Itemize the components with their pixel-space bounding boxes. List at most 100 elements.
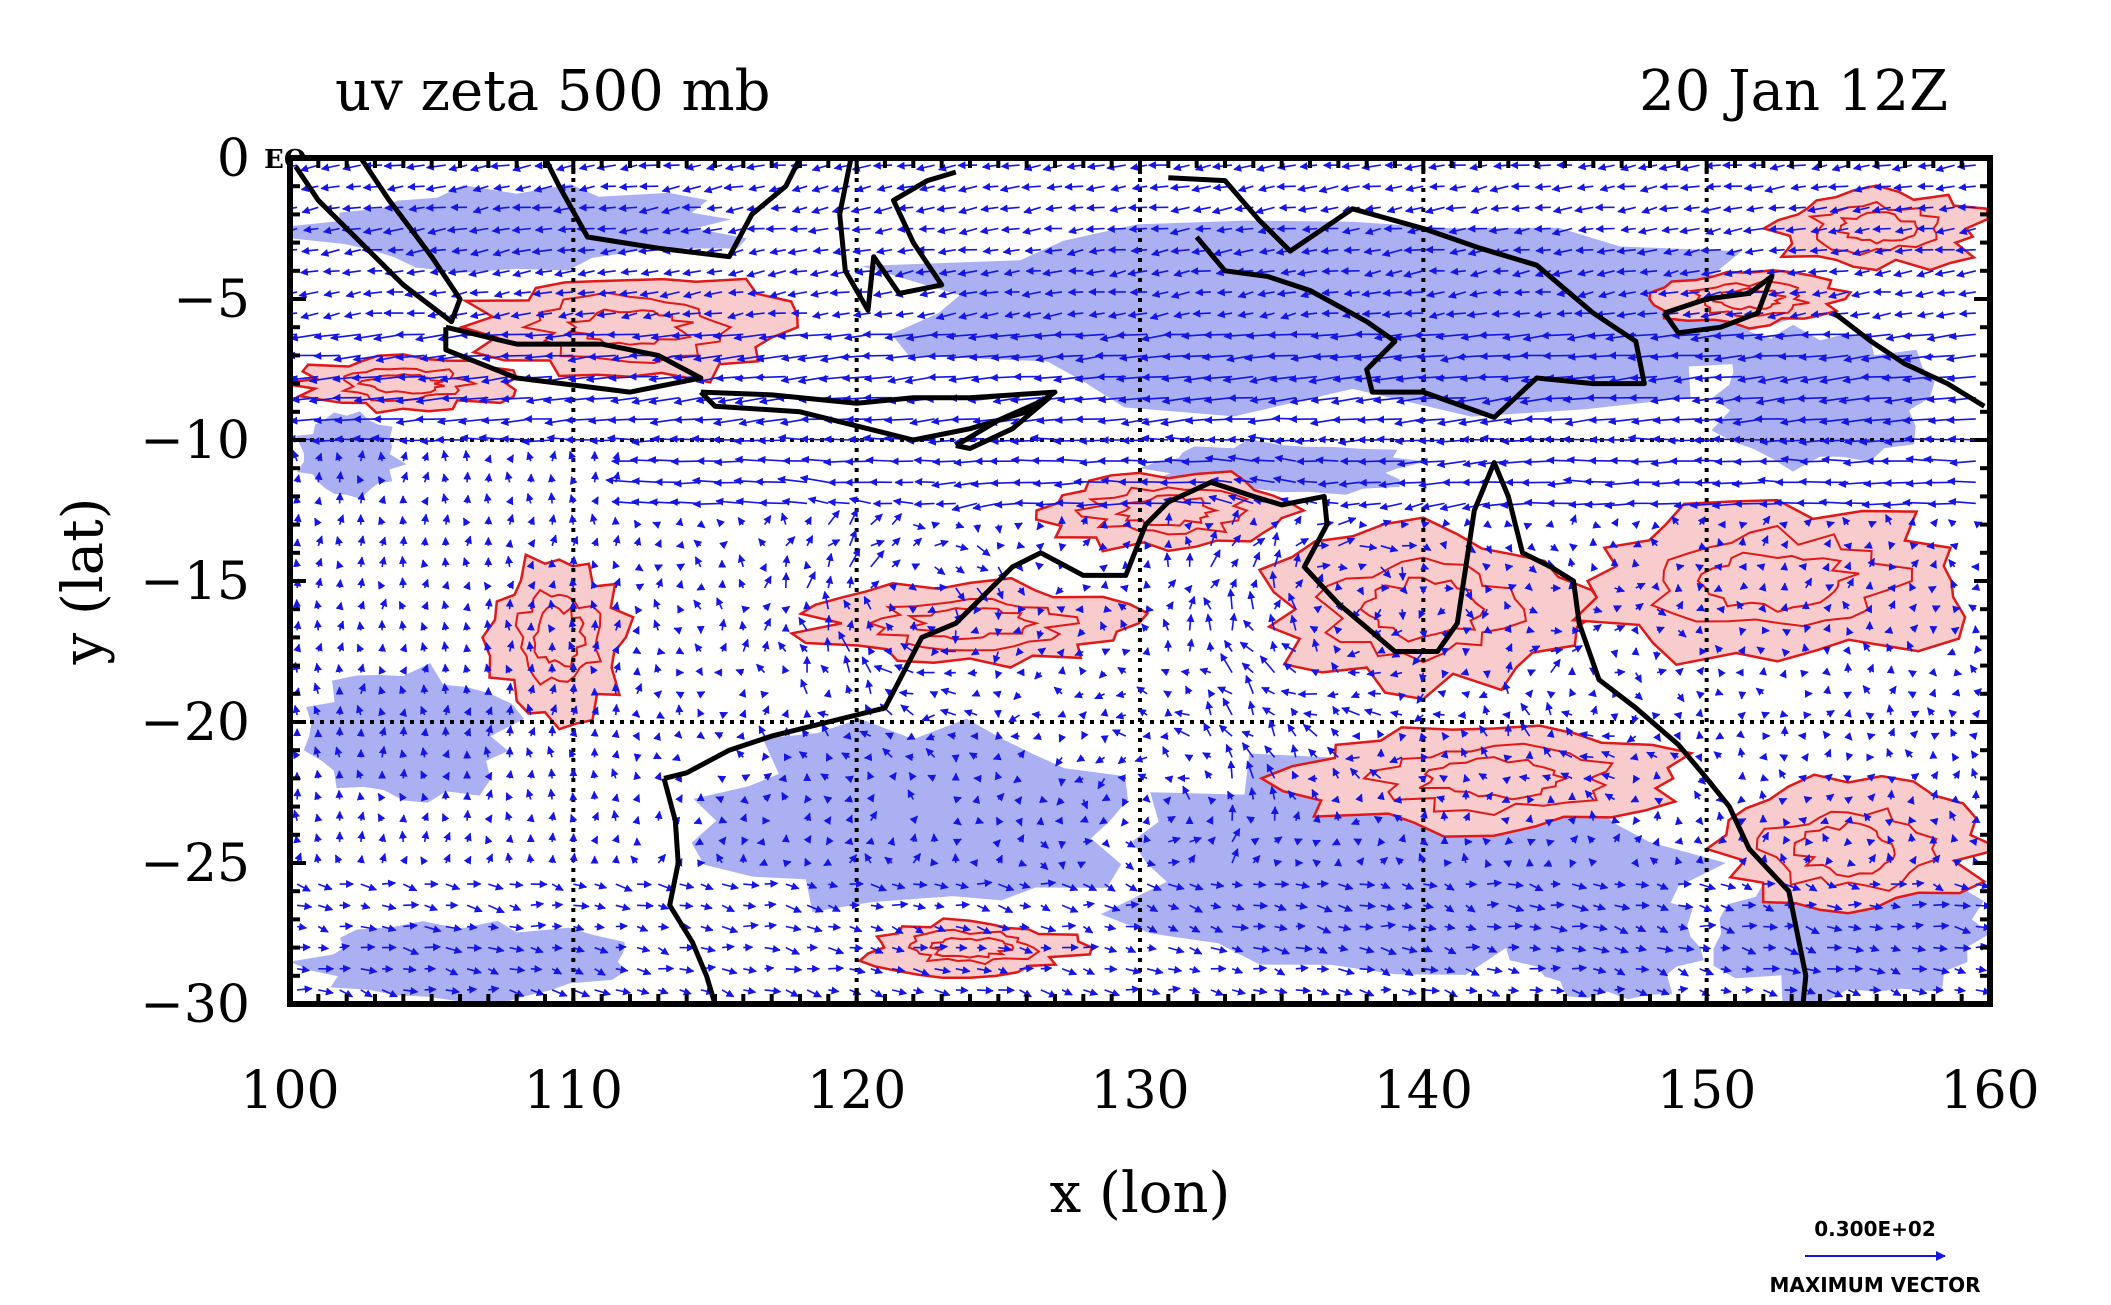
- positive-vorticity-region-inner-contour: [907, 928, 1041, 966]
- wind-vector: [1253, 901, 1269, 910]
- wind-vector: [1731, 435, 1764, 444]
- wind-vector: [381, 924, 397, 933]
- wind-vector: [378, 745, 387, 758]
- wind-vector: [442, 771, 450, 781]
- wind-vector: [1079, 815, 1089, 823]
- wind-vector: [1675, 816, 1683, 826]
- wind-vector: [441, 449, 450, 462]
- wind-vector: [1160, 732, 1169, 741]
- wind-vector: [421, 663, 429, 673]
- wind-vector: [441, 663, 450, 673]
- wind-vector: [533, 185, 553, 193]
- wind-vector: [492, 268, 510, 277]
- wind-vector: [548, 473, 556, 483]
- wind-vector: [1550, 901, 1565, 910]
- wind-vector: [994, 628, 1003, 637]
- wind-vector: [1192, 309, 1211, 318]
- wind-vector: [1040, 943, 1052, 952]
- x-tick-label: 130: [1090, 1061, 1189, 1121]
- wind-vector: [318, 943, 330, 952]
- wind-vector: [1145, 605, 1154, 613]
- wind-vector: [441, 580, 450, 590]
- wind-vector: [531, 203, 553, 212]
- wind-vector: [1482, 670, 1491, 679]
- wind-vector: [918, 224, 935, 233]
- wind-vector: [463, 855, 472, 865]
- wind-vector: [849, 943, 864, 952]
- wind-vector: [1693, 456, 1721, 465]
- wind-vector: [313, 746, 322, 758]
- wind-vector: [1787, 246, 1806, 255]
- wind-vector: [315, 577, 323, 589]
- wind-vector: [511, 225, 531, 234]
- wind-vector: [1164, 512, 1173, 525]
- wind-vector: [1104, 965, 1118, 974]
- wind-vector: [1359, 922, 1374, 931]
- wind-vector: [446, 225, 468, 234]
- wind-vector: [467, 985, 478, 994]
- wind-vector: [1958, 309, 1976, 318]
- positive-vorticity-region-inner-contour: [1687, 280, 1810, 318]
- wind-vector: [399, 577, 408, 589]
- wind-vector: [343, 311, 361, 319]
- wind-vector: [549, 534, 558, 547]
- wind-vector: [470, 248, 489, 257]
- wind-vector: [313, 705, 321, 716]
- wind-vector: [823, 637, 832, 652]
- wind-vector: [1873, 182, 1891, 191]
- wind-vector: [1357, 457, 1381, 466]
- wind-vector: [383, 161, 404, 170]
- wind-vector: [1572, 964, 1588, 973]
- wind-vector: [1085, 225, 1105, 234]
- wind-vector: [371, 434, 404, 443]
- wind-vector: [611, 516, 620, 525]
- wind-vector: [1376, 435, 1403, 444]
- wind-vector: [462, 684, 471, 694]
- wind-vector: [505, 598, 514, 610]
- wind-vector: [1659, 182, 1679, 191]
- wind-vector: [290, 206, 298, 210]
- wind-vector: [360, 924, 378, 933]
- y-tick-label: −15: [140, 552, 250, 612]
- wind-vector: [1951, 688, 1961, 697]
- wind-vector: [402, 946, 420, 955]
- wind-vector: [1534, 203, 1551, 212]
- positive-vorticity-region-inner-contour: [906, 607, 1041, 641]
- wind-vector: [828, 964, 845, 973]
- wind-vector: [548, 580, 557, 589]
- wind-vector: [386, 184, 404, 193]
- wind-vector: [505, 852, 514, 864]
- wind-vector: [314, 452, 323, 462]
- wind-vector: [1054, 816, 1064, 825]
- wind-vector: [360, 966, 378, 975]
- wind-vector: [463, 494, 472, 504]
- x-tick-label: 100: [240, 1061, 339, 1121]
- wind-vector: [883, 647, 893, 656]
- wind-vector: [357, 600, 365, 610]
- wind-vector: [1125, 985, 1141, 994]
- wind-vector: [290, 164, 298, 168]
- wind-vector: [342, 204, 361, 213]
- wind-vector: [1550, 986, 1565, 995]
- wind-vector: [1463, 518, 1473, 527]
- wind-vector: [1053, 330, 1084, 339]
- wind-vector: [844, 837, 854, 846]
- wind-vector: [1926, 541, 1935, 550]
- wind-vector: [399, 555, 407, 567]
- wind-vector: [1127, 203, 1148, 212]
- wind-vector: [972, 795, 981, 805]
- wind-vector: [1529, 986, 1544, 995]
- wind-vector: [526, 560, 535, 570]
- wind-vector: [451, 246, 468, 255]
- wind-vector: [445, 967, 459, 976]
- wind-vector: [487, 904, 505, 914]
- wind-vector: [534, 268, 553, 276]
- x-tick-label: 120: [807, 1061, 906, 1121]
- wind-vector: [293, 538, 302, 547]
- wind-vector: [341, 268, 361, 277]
- wind-vector: [299, 164, 319, 173]
- wind-vector: [297, 902, 313, 911]
- wind-vector: [927, 373, 956, 382]
- wind-vector: [1908, 816, 1917, 825]
- wind-vector: [527, 599, 536, 610]
